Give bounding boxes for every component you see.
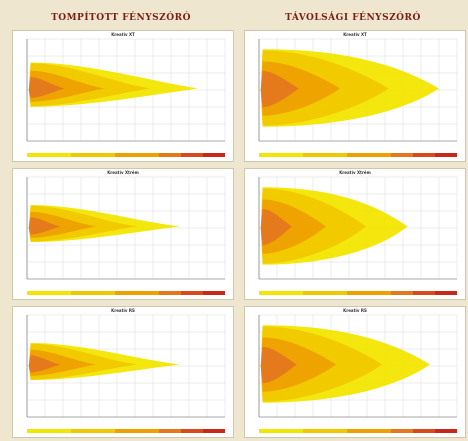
scale-swatch bbox=[137, 291, 159, 295]
chart-svg bbox=[258, 176, 458, 295]
scale-swatch bbox=[281, 153, 303, 157]
beam-zone bbox=[260, 61, 340, 116]
scale-swatch bbox=[137, 429, 159, 433]
scale-swatch bbox=[71, 291, 93, 295]
panel-label: Kreatív Xtrém bbox=[339, 170, 371, 175]
chart-panel-high-3: Kreatív RS bbox=[244, 306, 466, 438]
scale-swatch bbox=[181, 291, 203, 295]
scale-swatch bbox=[115, 291, 137, 295]
beam-zone bbox=[28, 217, 61, 235]
beam-zone bbox=[28, 211, 96, 238]
scale-swatch bbox=[281, 291, 303, 295]
scale-swatch bbox=[435, 429, 457, 433]
scale-swatch bbox=[203, 429, 225, 433]
scale-swatch bbox=[281, 429, 303, 433]
scale-swatch bbox=[413, 291, 435, 295]
chart-svg bbox=[26, 314, 226, 433]
scale-swatch bbox=[137, 153, 159, 157]
scale-swatch bbox=[27, 291, 49, 295]
chart-panel-high-2: Kreatív Xtrém bbox=[244, 168, 466, 300]
scale-swatch bbox=[369, 429, 391, 433]
chart-svg bbox=[258, 314, 458, 433]
chart-panel-high-1: Kreatív XT bbox=[244, 30, 466, 162]
scale-swatch bbox=[203, 153, 225, 157]
low-beam-title: TOMPÍTOTT FÉNYSZÓRÓ bbox=[51, 13, 191, 23]
scale-swatch bbox=[71, 153, 93, 157]
beam-zone bbox=[260, 337, 336, 392]
scale-swatch bbox=[347, 429, 369, 433]
panel-label: Kreatív Xtrém bbox=[107, 170, 139, 175]
beam-zone bbox=[260, 70, 299, 108]
scale-swatch bbox=[181, 429, 203, 433]
scale-swatch bbox=[159, 291, 181, 295]
scale-swatch bbox=[347, 153, 369, 157]
scale-swatch bbox=[303, 291, 325, 295]
panel-label: Kreatív RS bbox=[111, 308, 135, 313]
scale-swatch bbox=[71, 429, 93, 433]
scale-swatch bbox=[27, 153, 49, 157]
scale-swatch bbox=[391, 153, 413, 157]
scale-swatch bbox=[435, 153, 457, 157]
scale-swatch bbox=[259, 291, 281, 295]
scale-swatch bbox=[303, 153, 325, 157]
panel-label: Kreatív XT bbox=[343, 32, 367, 37]
scale-swatch bbox=[347, 291, 369, 295]
chart-svg bbox=[258, 38, 458, 157]
scale-swatch bbox=[27, 429, 49, 433]
scale-swatch bbox=[413, 429, 435, 433]
beam-zone bbox=[260, 208, 292, 246]
high-beam-title: TÁVOLSÁGI FÉNYSZÓRÓ bbox=[285, 13, 421, 23]
scale-swatch bbox=[181, 153, 203, 157]
chart-panel-low-2: Kreatív Xtrém bbox=[12, 168, 234, 300]
scale-swatch bbox=[391, 291, 413, 295]
panel-label: Kreatív XT bbox=[111, 32, 135, 37]
chart-svg bbox=[26, 38, 226, 157]
scale-swatch bbox=[303, 429, 325, 433]
scale-swatch bbox=[325, 153, 347, 157]
scale-swatch bbox=[259, 153, 281, 157]
scale-swatch bbox=[115, 429, 137, 433]
scale-swatch bbox=[435, 291, 457, 295]
scale-swatch bbox=[369, 291, 391, 295]
beam-zone bbox=[28, 355, 61, 373]
chart-panel-low-3: Kreatív RS bbox=[12, 306, 234, 438]
chart-panel-low-1: Kreatív XT bbox=[12, 30, 234, 162]
scale-swatch bbox=[115, 153, 137, 157]
panel-label: Kreatív RS bbox=[343, 308, 367, 313]
beam-zone bbox=[28, 77, 65, 98]
scale-swatch bbox=[93, 291, 115, 295]
beam-zone bbox=[260, 199, 326, 254]
scale-swatch bbox=[49, 291, 71, 295]
scale-swatch bbox=[325, 291, 347, 295]
scale-swatch bbox=[49, 153, 71, 157]
scale-swatch bbox=[391, 429, 413, 433]
scale-swatch bbox=[159, 153, 181, 157]
scale-swatch bbox=[93, 153, 115, 157]
chart-svg bbox=[26, 176, 226, 295]
scale-swatch bbox=[159, 429, 181, 433]
scale-swatch bbox=[369, 153, 391, 157]
scale-swatch bbox=[93, 429, 115, 433]
scale-swatch bbox=[203, 291, 225, 295]
scale-swatch bbox=[49, 429, 71, 433]
beam-zone bbox=[28, 349, 96, 376]
scale-swatch bbox=[325, 429, 347, 433]
beam-zone bbox=[260, 346, 297, 384]
scale-swatch bbox=[259, 429, 281, 433]
scale-swatch bbox=[413, 153, 435, 157]
